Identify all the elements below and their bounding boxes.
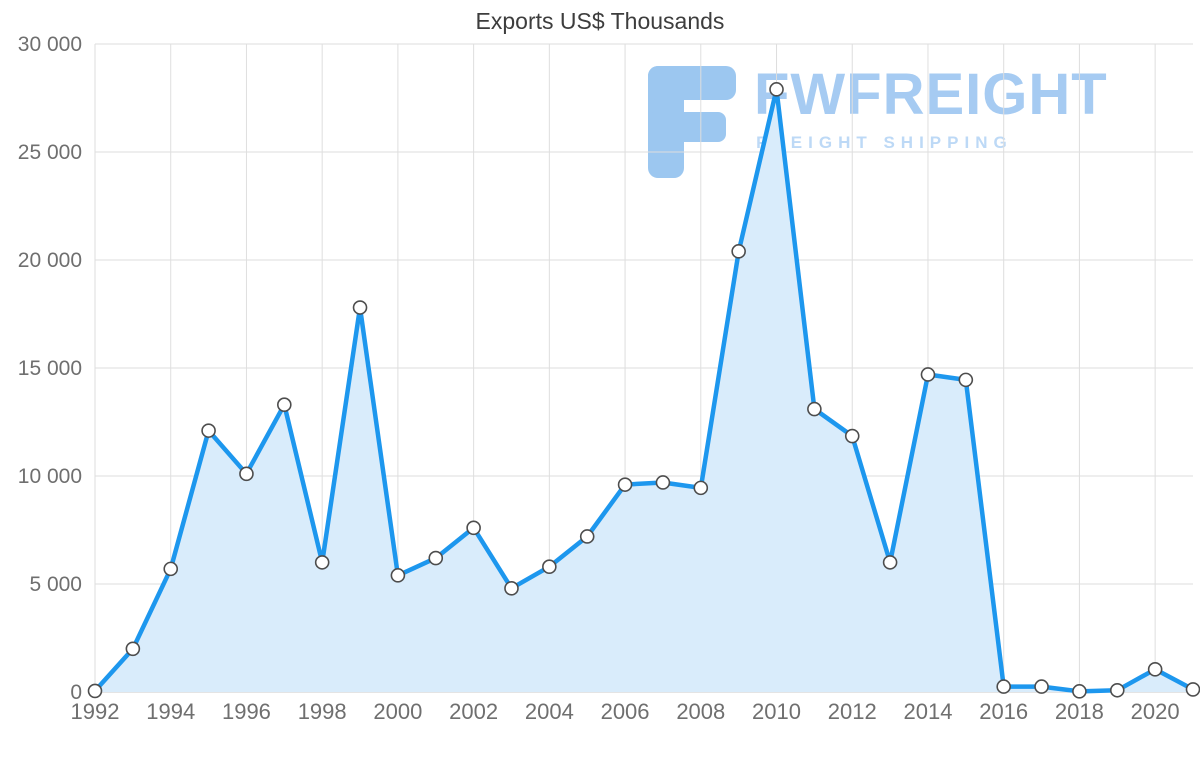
data-point-marker[interactable] — [882, 555, 898, 570]
x-axis-label: 1992 — [71, 699, 120, 724]
data-point-marker[interactable] — [277, 397, 292, 413]
watermark-text-block: FWFREIGHT FREIGHT SHIPPING — [754, 66, 1108, 153]
data-point-marker[interactable] — [769, 82, 784, 97]
data-point-marker[interactable] — [542, 559, 557, 575]
x-axis-label: 2018 — [1055, 699, 1104, 724]
data-point-marker[interactable] — [390, 568, 406, 583]
data-point-marker[interactable] — [1147, 662, 1163, 677]
x-axis-label: 2010 — [752, 699, 801, 724]
data-point-marker[interactable] — [87, 683, 103, 699]
x-axis-label: 2014 — [903, 699, 952, 724]
y-axis-label: 0 — [70, 681, 82, 704]
x-axis-label: 1998 — [298, 699, 347, 724]
x-axis-label: 2016 — [979, 699, 1028, 724]
data-point-marker[interactable] — [1072, 684, 1087, 699]
x-axis-label: 2008 — [676, 699, 725, 724]
data-point-marker[interactable] — [844, 428, 860, 444]
data-point-marker[interactable] — [958, 372, 974, 388]
x-axis-label: 1994 — [146, 699, 195, 724]
x-axis-label: 2012 — [828, 699, 877, 724]
data-point-marker[interactable] — [201, 423, 216, 438]
data-point-marker[interactable] — [693, 480, 709, 496]
data-point-marker[interactable] — [504, 581, 519, 596]
x-axis-label: 1996 — [222, 699, 271, 724]
data-point-marker[interactable] — [617, 477, 633, 492]
watermark-brand: FWFREIGHT — [754, 62, 1108, 127]
data-point-marker[interactable] — [352, 300, 368, 315]
data-point-marker[interactable] — [1185, 682, 1200, 697]
fwfreight-logo-icon — [648, 66, 736, 178]
data-point-marker[interactable] — [314, 555, 330, 570]
y-axis-label: 30 000 — [18, 33, 82, 56]
x-axis-label: 2020 — [1131, 699, 1180, 724]
watermark: FWFREIGHT FREIGHT SHIPPING — [648, 66, 1108, 178]
data-point-marker[interactable] — [428, 550, 444, 566]
data-point-marker[interactable] — [996, 679, 1011, 694]
x-axis-label: 2000 — [373, 699, 422, 724]
data-point-marker[interactable] — [466, 520, 481, 536]
x-axis-label: 2006 — [601, 699, 650, 724]
y-axis-label: 15 000 — [18, 357, 82, 380]
x-axis-label: 2004 — [525, 699, 574, 724]
data-point-marker[interactable] — [579, 529, 595, 544]
data-point-marker[interactable] — [239, 466, 254, 482]
data-point-marker[interactable] — [1109, 682, 1125, 698]
data-point-marker[interactable] — [1034, 679, 1049, 694]
data-point-marker[interactable] — [125, 641, 141, 657]
x-axis-label: 2002 — [449, 699, 498, 724]
data-point-marker[interactable] — [655, 475, 671, 490]
y-axis-label: 5 000 — [29, 573, 82, 596]
data-point-marker[interactable] — [920, 367, 936, 382]
series-area-fill — [95, 89, 1193, 692]
y-axis-label: 20 000 — [18, 249, 82, 272]
chart-title: Exports US$ Thousands — [475, 8, 725, 34]
y-axis-label: 25 000 — [18, 141, 82, 164]
y-axis-label: 10 000 — [18, 465, 82, 488]
data-point-marker[interactable] — [807, 401, 822, 417]
data-point-marker[interactable] — [163, 561, 179, 577]
watermark-tagline: FREIGHT SHIPPING — [756, 133, 1013, 152]
data-point-marker[interactable] — [731, 244, 746, 259]
